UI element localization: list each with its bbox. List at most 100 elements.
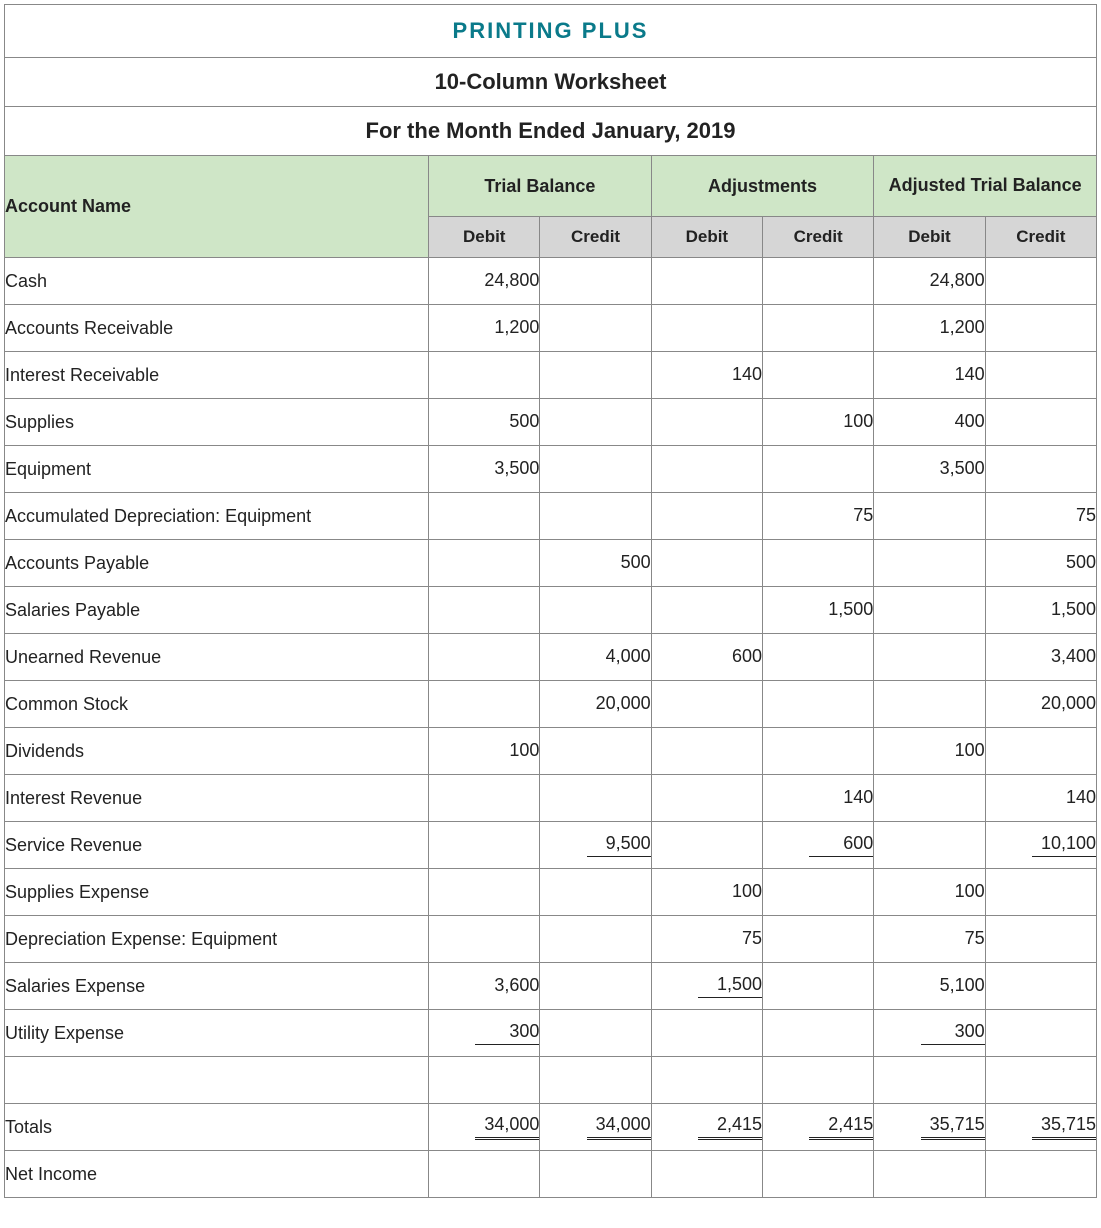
account-name-cell: Accumulated Depreciation: Equipment [5, 493, 429, 540]
group-header-row: Account Name Trial Balance Adjustments A… [5, 156, 1097, 217]
account-name-cell: Supplies Expense [5, 869, 429, 916]
account-name-cell: Salaries Expense [5, 963, 429, 1010]
tb-debit-cell [429, 822, 540, 869]
tb-debit-cell [429, 1151, 540, 1198]
tb-debit-cell [429, 1057, 540, 1104]
atb-credit-cell [985, 869, 1096, 916]
atb-debit-cell: 3,500 [874, 446, 985, 493]
tb-credit-cell [540, 916, 651, 963]
adj-credit-cell: 600 [763, 822, 874, 869]
atb-credit-cell [985, 258, 1096, 305]
tb-credit-cell: 20,000 [540, 681, 651, 728]
tb-debit-header: Debit [429, 217, 540, 258]
tb-credit-cell [540, 587, 651, 634]
tb-credit-cell [540, 1010, 651, 1057]
atb-debit-cell: 100 [874, 869, 985, 916]
account-name-cell: Cash [5, 258, 429, 305]
account-name-cell: Salaries Payable [5, 587, 429, 634]
atb-credit-cell: 1,500 [985, 587, 1096, 634]
tb-credit-cell [540, 728, 651, 775]
adj-credit-cell [763, 446, 874, 493]
adj-debit-cell [651, 1151, 762, 1198]
atb-credit-cell [985, 1010, 1096, 1057]
tb-credit-cell [540, 493, 651, 540]
table-row: Equipment3,5003,500 [5, 446, 1097, 493]
adj-debit-cell [651, 540, 762, 587]
tb-credit-cell [540, 1057, 651, 1104]
adj-debit-cell: 100 [651, 869, 762, 916]
atb-credit-cell [985, 446, 1096, 493]
report-title: 10-Column Worksheet [5, 58, 1097, 107]
tb-debit-cell: 3,500 [429, 446, 540, 493]
adj-debit-cell: 75 [651, 916, 762, 963]
atb-credit-cell: 35,715 [985, 1104, 1096, 1151]
adj-debit-cell: 600 [651, 634, 762, 681]
tb-debit-cell [429, 869, 540, 916]
tb-debit-cell [429, 634, 540, 681]
adj-credit-cell [763, 728, 874, 775]
tb-credit-cell: 500 [540, 540, 651, 587]
tb-debit-cell [429, 540, 540, 587]
tb-debit-cell: 1,200 [429, 305, 540, 352]
adj-credit-header: Credit [763, 217, 874, 258]
tb-credit-header: Credit [540, 217, 651, 258]
adj-debit-cell [651, 446, 762, 493]
tb-credit-cell [540, 1151, 651, 1198]
tb-debit-cell: 100 [429, 728, 540, 775]
adj-debit-cell [651, 399, 762, 446]
tb-credit-cell [540, 305, 651, 352]
table-row: Accounts Receivable1,2001,200 [5, 305, 1097, 352]
table-row: Cash24,80024,800 [5, 258, 1097, 305]
atb-credit-cell [985, 916, 1096, 963]
atb-credit-cell: 500 [985, 540, 1096, 587]
worksheet-table: PRINTING PLUS 10-Column Worksheet For th… [4, 4, 1097, 1198]
adj-debit-cell [651, 305, 762, 352]
table-row: Dividends100100 [5, 728, 1097, 775]
adj-debit-cell [651, 728, 762, 775]
table-row: Unearned Revenue4,0006003,400 [5, 634, 1097, 681]
adj-debit-cell: 2,415 [651, 1104, 762, 1151]
atb-debit-cell [874, 775, 985, 822]
adj-credit-cell [763, 305, 874, 352]
account-name-cell: Net Income [5, 1151, 429, 1198]
atb-credit-cell: 140 [985, 775, 1096, 822]
account-name-cell: Supplies [5, 399, 429, 446]
atb-debit-header: Debit [874, 217, 985, 258]
report-period: For the Month Ended January, 2019 [5, 107, 1097, 156]
atb-debit-cell [874, 634, 985, 681]
account-name-cell: Depreciation Expense: Equipment [5, 916, 429, 963]
adj-debit-cell: 1,500 [651, 963, 762, 1010]
adj-debit-cell [651, 1057, 762, 1104]
atb-credit-cell: 3,400 [985, 634, 1096, 681]
trial-balance-header: Trial Balance [429, 156, 652, 217]
account-header: Account Name [5, 156, 429, 258]
adj-debit-cell [651, 493, 762, 540]
table-row: Utility Expense300300 [5, 1010, 1097, 1057]
adj-debit-cell [651, 258, 762, 305]
atb-debit-cell: 24,800 [874, 258, 985, 305]
account-name-cell: Utility Expense [5, 1010, 429, 1057]
adj-credit-cell [763, 1010, 874, 1057]
tb-debit-cell: 24,800 [429, 258, 540, 305]
tb-debit-cell [429, 681, 540, 728]
atb-debit-cell: 35,715 [874, 1104, 985, 1151]
adj-debit-cell [651, 587, 762, 634]
table-row: Salaries Expense3,6001,5005,100 [5, 963, 1097, 1010]
atb-debit-cell: 140 [874, 352, 985, 399]
atb-credit-cell [985, 352, 1096, 399]
table-row: Accounts Payable500500 [5, 540, 1097, 587]
table-row: Interest Receivable140140 [5, 352, 1097, 399]
adjustments-header: Adjustments [651, 156, 874, 217]
adj-credit-cell [763, 258, 874, 305]
adj-credit-cell [763, 1057, 874, 1104]
atb-debit-cell: 75 [874, 916, 985, 963]
adj-credit-cell: 2,415 [763, 1104, 874, 1151]
tb-debit-cell: 300 [429, 1010, 540, 1057]
adj-credit-cell [763, 634, 874, 681]
account-name-cell: Dividends [5, 728, 429, 775]
table-row: Supplies Expense 100 100 [5, 869, 1097, 916]
adj-credit-cell: 100 [763, 399, 874, 446]
atb-debit-cell: 300 [874, 1010, 985, 1057]
atb-debit-cell [874, 587, 985, 634]
atb-credit-cell: 75 [985, 493, 1096, 540]
